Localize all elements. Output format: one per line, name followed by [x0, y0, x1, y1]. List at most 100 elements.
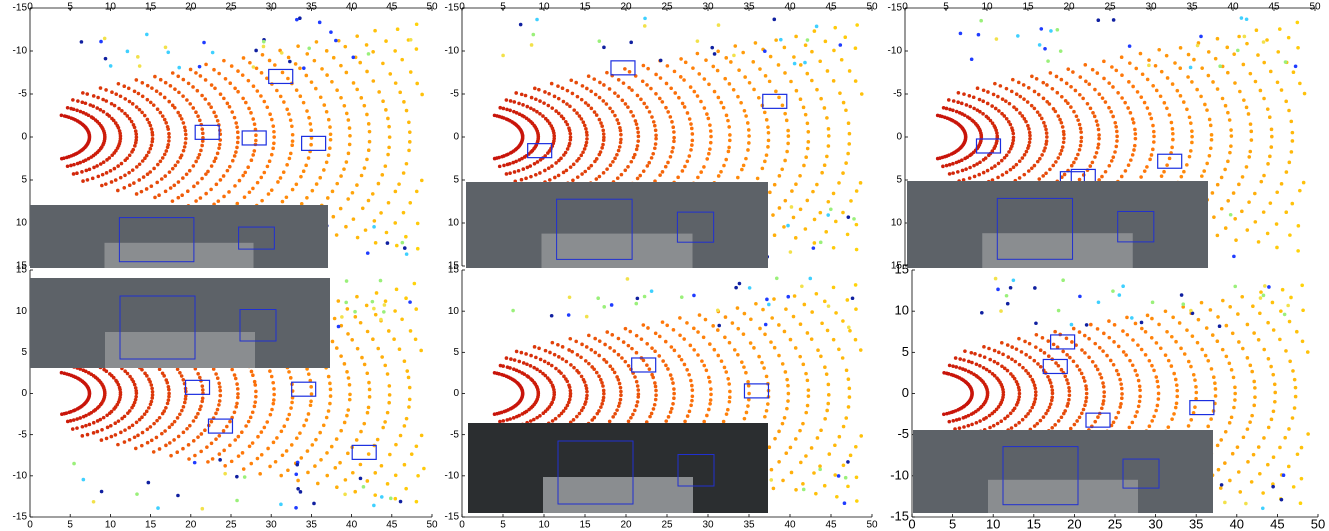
- lidar-point: [501, 53, 505, 58]
- lidar-point: [209, 83, 214, 87]
- lidar-point: [1130, 153, 1135, 157]
- lidar-point: [534, 355, 538, 360]
- lidar-point: [1298, 501, 1303, 506]
- lidar-point: [1125, 332, 1130, 337]
- lidar-point: [184, 172, 189, 177]
- lidar-point: [249, 369, 254, 374]
- lidar-point: [749, 317, 753, 322]
- lidar-point: [1300, 339, 1305, 344]
- lidar-point: [266, 192, 271, 196]
- lidar-point: [255, 89, 260, 93]
- lidar-point: [386, 329, 391, 333]
- lidar-point: [679, 357, 684, 362]
- lidar-point: [172, 183, 177, 188]
- lidar-point: [981, 365, 986, 370]
- x-tick-label: 20: [1063, 2, 1075, 13]
- lidar-point: [280, 453, 285, 458]
- lidar-point: [154, 435, 159, 440]
- lidar-point: [646, 326, 650, 330]
- lidar-point: [340, 315, 344, 319]
- lidar-point: [859, 434, 864, 438]
- lidar-point: [679, 295, 684, 299]
- lidar-point: [1287, 319, 1292, 324]
- lidar-point: [1044, 171, 1048, 176]
- lidar-point: [1215, 36, 1220, 41]
- lidar-point: [309, 399, 313, 404]
- lidar-point: [1194, 396, 1198, 401]
- lidar-point: [1076, 118, 1080, 122]
- lidar-point: [84, 413, 88, 418]
- lidar-point: [565, 403, 570, 408]
- lidar-point: [1071, 70, 1075, 74]
- lidar-point: [838, 43, 843, 47]
- lidar-point: [1043, 47, 1047, 51]
- lidar-point: [516, 168, 521, 173]
- lidar-point: [538, 158, 543, 162]
- lidar-point: [167, 135, 171, 139]
- lidar-point: [69, 163, 73, 168]
- detection-box: [743, 383, 770, 399]
- lidar-point: [387, 145, 391, 150]
- lidar-point: [630, 346, 634, 351]
- lidar-point: [757, 354, 761, 359]
- lidar-point: [1295, 452, 1300, 457]
- lidar-point: [1262, 347, 1267, 352]
- lidar-point: [75, 171, 79, 175]
- lidar-point: [259, 452, 264, 457]
- lidar-point: [1109, 159, 1114, 163]
- lidar-point: [1213, 394, 1218, 398]
- lidar-point: [1273, 399, 1277, 404]
- lidar-point: [1060, 145, 1065, 149]
- lidar-point: [1069, 322, 1074, 327]
- lidar-point: [235, 201, 240, 206]
- lidar-point: [1097, 92, 1102, 96]
- lidar-point: [568, 104, 572, 109]
- lidar-point: [181, 148, 186, 153]
- lidar-point: [75, 426, 79, 430]
- y-tick-label: -5: [18, 429, 27, 440]
- lidar-point: [805, 121, 810, 126]
- lidar-point: [1046, 339, 1051, 343]
- lidar-point: [705, 413, 709, 418]
- lidar-point: [1219, 206, 1224, 211]
- lidar-point: [1063, 98, 1068, 103]
- camera-box: [118, 217, 195, 263]
- lidar-point: [150, 137, 155, 141]
- lidar-point: [214, 411, 218, 416]
- lidar-point: [1136, 404, 1141, 409]
- lidar-point: [234, 121, 238, 125]
- lidar-point: [155, 418, 159, 423]
- lidar-point: [1034, 345, 1038, 349]
- lidar-point: [579, 374, 584, 379]
- lidar-point: [1078, 75, 1083, 79]
- lidar-point: [792, 61, 797, 66]
- lidar-point: [384, 39, 388, 43]
- lidar-point: [837, 181, 841, 185]
- lidar-point: [1113, 150, 1117, 154]
- lidar-point: [740, 167, 744, 172]
- lidar-point: [1017, 395, 1021, 399]
- lidar-point: [1055, 345, 1060, 349]
- lidar-point: [199, 449, 203, 454]
- lidar-point: [1067, 385, 1071, 390]
- lidar-point: [730, 321, 735, 325]
- lidar-point: [653, 349, 657, 354]
- lidar-point: [335, 485, 339, 490]
- lidar-point: [736, 352, 740, 357]
- lidar-point: [120, 108, 124, 113]
- lidar-point: [992, 409, 997, 414]
- lidar-point: [815, 182, 819, 187]
- lidar-point: [779, 37, 783, 42]
- lidar-point: [285, 417, 290, 422]
- lidar-point: [645, 105, 649, 110]
- lidar-point: [592, 415, 597, 420]
- lidar-point: [155, 107, 160, 112]
- lidar-point: [1292, 406, 1297, 410]
- lidar-point: [155, 180, 160, 185]
- lidar-point: [565, 122, 570, 127]
- x-tick-label: 5: [500, 520, 506, 531]
- lidar-point: [1016, 385, 1021, 390]
- lidar-point: [522, 155, 527, 159]
- lidar-point: [290, 124, 294, 129]
- lidar-point: [214, 114, 218, 119]
